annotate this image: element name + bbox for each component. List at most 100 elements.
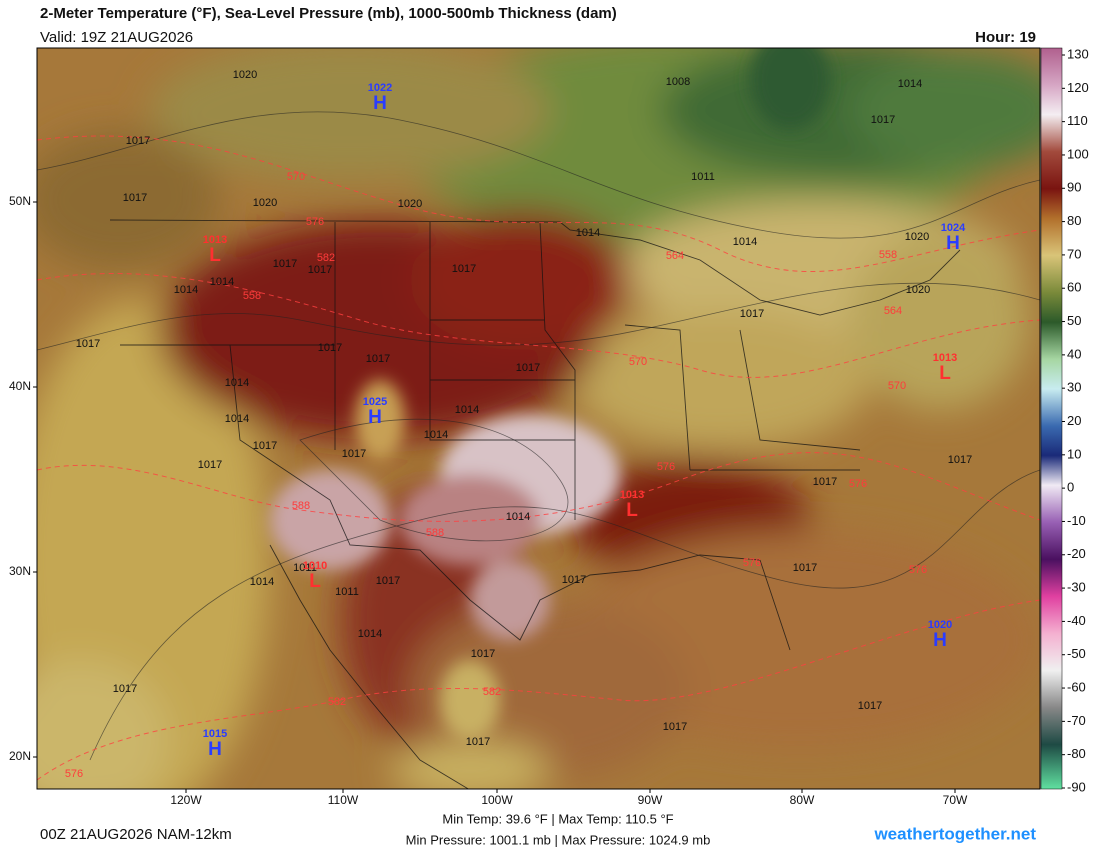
colorbar [1040, 47, 1063, 790]
isobar-label: 1017 [76, 338, 100, 350]
isobar-label: 1017 [123, 192, 147, 204]
isobar-label: 1017 [376, 575, 400, 587]
isobar-label: 1020 [905, 231, 929, 243]
pressure-stats: Min Pressure: 1001.1 mb | Max Pressure: … [406, 832, 711, 847]
isobar-label: 1017 [308, 264, 332, 276]
colorbar-label: 40 [1067, 346, 1081, 361]
isobar-label: 1014 [225, 377, 249, 389]
center-symbol: L [939, 363, 951, 384]
center-symbol: H [368, 407, 382, 428]
isobar-label: 1011 [691, 171, 715, 183]
isobar-label: 1014 [898, 78, 922, 90]
isobar-label: 1020 [398, 198, 422, 210]
isobar-label: 1011 [335, 586, 359, 598]
colorbar-label: 120 [1067, 80, 1089, 95]
site-name: weathertogether.net [873, 824, 1036, 843]
center-symbol: H [946, 233, 960, 254]
lon-label: 70W [943, 793, 968, 807]
colorbar-label: -90 [1067, 779, 1086, 794]
isobar-label: 1020 [906, 284, 930, 296]
colorbar-label: 110 [1067, 113, 1088, 128]
center-pressure: 1025 [363, 396, 387, 408]
temperature-field [37, 48, 1040, 789]
isobar-label: 1017 [663, 721, 687, 733]
thickness-label: 588 [292, 500, 310, 512]
lat-label: 50N [9, 194, 31, 208]
center-pressure: 1024 [941, 222, 966, 234]
isobar-label: 1017 [813, 476, 837, 488]
lon-label: 90W [638, 793, 663, 807]
center-pressure: 1013 [933, 352, 957, 364]
lon-label: 100W [481, 793, 513, 807]
thickness-label: 564 [666, 250, 684, 262]
center-pressure: 1013 [203, 234, 227, 246]
thickness-label: 582 [317, 252, 335, 264]
thickness-lines [37, 135, 1040, 781]
thickness-label: 570 [287, 171, 305, 183]
valid-time: Valid: 19Z 21AUG2026 [40, 29, 193, 46]
lat-label: 20N [9, 749, 31, 763]
colorbar-label: -40 [1067, 613, 1086, 628]
isobar-label: 1017 [793, 562, 817, 574]
isobar-label: 1014 [576, 227, 600, 239]
isobar-label: 1020 [253, 197, 277, 209]
isobar-label: 1017 [871, 114, 895, 126]
thickness-label: 558 [879, 249, 897, 261]
map-title: 2-Meter Temperature (°F), Sea-Level Pres… [40, 5, 617, 22]
isobar-label: 1017 [126, 135, 150, 147]
isobar-label: 1017 [273, 258, 297, 270]
colorbar-label: -50 [1067, 646, 1086, 661]
isobar-label: 1011 [293, 562, 317, 574]
colorbar-label: 70 [1067, 246, 1081, 261]
isobar-label: 1017 [740, 308, 764, 320]
center-pressure: 1015 [203, 728, 227, 740]
lon-label: 120W [170, 793, 202, 807]
thickness-label: 576 [849, 478, 867, 490]
colorbar-label: -60 [1067, 679, 1086, 694]
isobar-label: 1017 [516, 362, 540, 374]
isobar-label: 1017 [466, 736, 490, 748]
isobar-label: 1017 [858, 700, 882, 712]
colorbar-label: 0 [1067, 480, 1074, 495]
center-symbol: H [933, 630, 947, 651]
colorbar-label: 10 [1067, 446, 1081, 461]
center-symbol: H [208, 739, 222, 760]
center-symbol: L [209, 245, 221, 266]
isobar-label: 1008 [666, 76, 690, 88]
colorbar-label: 30 [1067, 380, 1081, 395]
lon-label: 110W [328, 793, 359, 807]
lon-label: 80W [790, 793, 815, 807]
isobar-label: 1017 [113, 683, 137, 695]
map-frame [36, 47, 1041, 790]
lat-label: 30N [9, 564, 31, 578]
thickness-label: 576 [306, 216, 324, 228]
colorbar-label: 60 [1067, 280, 1081, 295]
center-pressure: 1013 [620, 489, 644, 501]
isobar-label: 1017 [253, 440, 277, 452]
isobar-label: 1014 [225, 413, 249, 425]
isobar-label: 1020 [233, 69, 257, 81]
center-symbol: L [626, 500, 638, 521]
thickness-label: 576 [743, 557, 761, 569]
borders [109, 219, 961, 789]
colorbar-label: -30 [1067, 580, 1086, 595]
thickness-label: 576 [657, 461, 675, 473]
isobar-label: 1014 [210, 276, 234, 288]
isobar-label: 1017 [318, 342, 342, 354]
thickness-label: 588 [426, 527, 444, 539]
isobar-label: 1014 [733, 236, 757, 248]
lat-label: 40N [9, 379, 31, 393]
thickness-label: 564 [884, 305, 902, 317]
colorbar-label: 90 [1067, 180, 1081, 195]
center-symbol: H [373, 93, 387, 114]
thickness-label: 582 [328, 696, 346, 708]
center-pressure: 1010 [303, 560, 327, 572]
thickness-label: 570 [888, 380, 906, 392]
colorbar-label: -80 [1067, 746, 1086, 761]
thickness-label: 570 [629, 356, 647, 368]
isobar-label: 1017 [471, 648, 495, 660]
thickness-label: 576 [65, 768, 83, 780]
isobar-label: 1017 [198, 459, 222, 471]
isobar-label: 1017 [366, 353, 390, 365]
